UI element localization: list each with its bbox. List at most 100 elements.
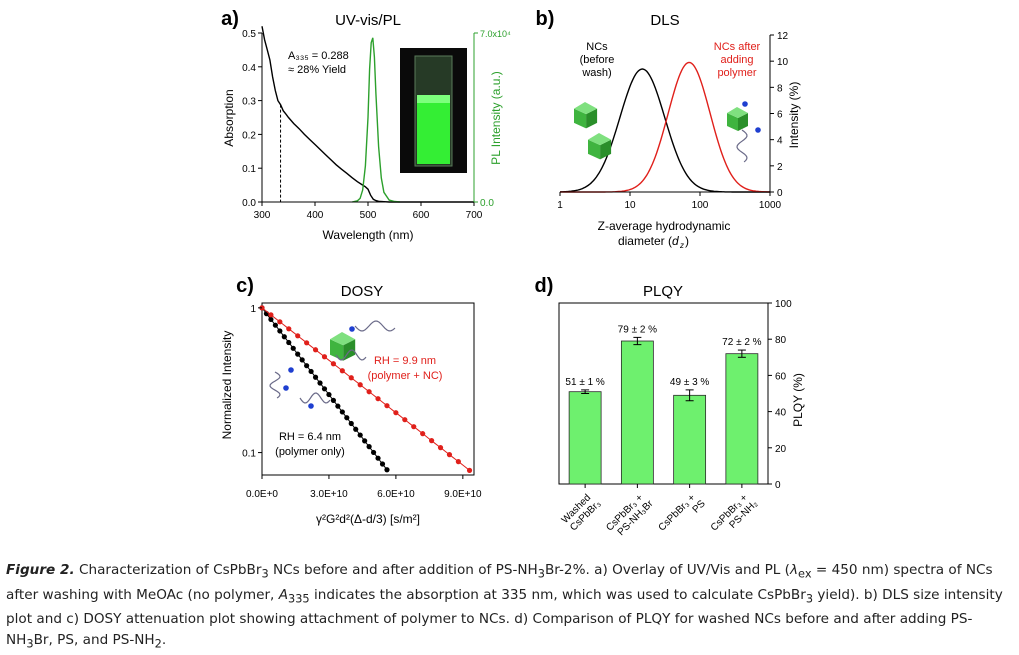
panel-c-label-black-1: RH = 6.4 nm [279,431,341,443]
panel-b-series-label-0: (before [580,54,615,66]
panel-c-label-red-1: RH = 9.9 nm [374,355,436,367]
panel-d-ytick-label: 40 [775,408,787,419]
panel-b-cube-b-face-2 [588,133,612,146]
panel-c-point-0 [379,461,386,467]
panel-c-polymer-c [269,371,281,399]
panel-b-series-label-1: NCs after [714,41,761,53]
panel-c-point-1 [429,438,435,444]
panel-c-end-group [283,385,289,391]
panel-c-point-0 [339,409,345,415]
panel-c-end-group [349,326,355,332]
panel-c-point-1 [402,417,408,423]
panel-b-cube-a-face-1 [586,108,598,129]
panel-d-frame [558,302,769,485]
panel-a-ytick-label: 0.5 [242,29,256,40]
panel-b-cube-c-face-1 [738,113,748,131]
panel-a-xtick-label: 300 [254,210,271,221]
panel-c-cube-face-0 [330,339,344,361]
panel-c-ylabel: Normalized Intensity [220,331,234,440]
panel-c-point-0 [375,455,381,461]
panel-d-title: PLQY [643,283,683,300]
panel-c-point-1 [466,467,473,473]
panel-c-point-0 [330,397,337,403]
panel-c-label: c) [236,275,254,297]
panel-d-ylabel: PLQY (%) [791,373,805,427]
panel-c-point-0 [366,444,372,450]
panel-c-point-1 [304,340,310,346]
panel-b-series-label-1: adding [720,54,753,66]
panel-c-point-1 [339,368,345,374]
panel-b-series-label-0: NCs [586,41,608,53]
panel-c-label-black-2: (polymer only) [275,446,345,458]
caption-label: Figure 2. [6,562,75,578]
panel-b-cube-b-face-1 [600,139,612,160]
panel-d-ytick-label: 80 [775,335,787,346]
panel-c-point-0 [348,420,354,427]
panel-b-xtick-label: 1 [557,200,563,211]
panel-c-point-0 [304,363,310,369]
panel-b-series-label-1: polymer [717,67,756,79]
panel-c-point-1 [268,312,274,318]
panel-a-series-pl [351,37,400,203]
panel-b-xlabel-d: d [672,234,679,248]
panel-d-label: d) [535,275,554,297]
cuvette-meniscus [417,95,450,103]
panel-b-ytick-label: 2 [777,162,783,173]
panel-d-ytick-label: 20 [775,444,787,455]
panel-b-xtick-label: 1000 [759,200,782,211]
panel-c-ytick-label: 1 [250,304,256,315]
panel-c-end-group [288,367,294,373]
panel-c-xlabel: γ²G²d²(Δ-d/3) [s/m²] [316,512,420,526]
panel-b-ytick-label: 8 [777,83,783,94]
panel-a-label: a) [221,8,239,30]
panel-c-point-1 [393,410,399,416]
panel-c-point-1 [295,333,301,339]
panel-c-xtick-label: 6.0E+10 [377,489,415,500]
panel-c-point-0 [326,391,332,398]
panel-c-point-1 [437,445,444,451]
panel-b-polymer-chain [736,129,748,163]
panel-a-xtick-label: 700 [466,210,483,221]
panel-d-ytick-label: 0 [775,480,781,491]
panel-a-xtick-label: 400 [307,210,324,221]
panel-c-frame [261,302,475,476]
panel-c-point-0 [317,380,323,386]
panel-c-end-group [308,403,314,409]
panel-c-point-0 [321,386,328,392]
panel-a-annotation-yield: ≈ 28% Yield [288,64,346,76]
panel-a-annotation-a335: A₃₃₅ = 0.288 [288,50,349,62]
panel-b-ytick-label: 0 [777,188,783,199]
panel-b-title: DLS [650,12,679,29]
panel-b-series-label-0: wash) [581,67,611,79]
panel-b-xlabel-line1: Z-average hydrodynamic [598,219,731,233]
figure-caption: Figure 2. Characterization of CsPbBr3 NC… [6,560,1011,655]
panel-c-point-0 [384,467,390,473]
panel-a-xtick-label: 500 [360,210,377,221]
panel-b-xlabel-close: ) [685,234,689,248]
panel-d-value-label: 79 ± 2 % [618,324,658,335]
panel-c-point-0 [335,403,341,409]
panel-a-y2tick-label: 7.0x10⁴ [480,29,511,39]
panel-b-xtick-label: 100 [692,200,709,211]
panel-c-point-0 [272,322,278,328]
cuvette-green-emission [417,100,450,164]
panel-c-point-0 [268,316,274,323]
panel-a-y2label: PL Intensity (a.u.) [489,71,503,165]
panel-a-ylabel: Absorption [222,89,236,146]
panel-c-point-0 [362,438,368,444]
panel-a-ytick-label: 0.4 [242,63,256,74]
panel-b-ytick-label: 6 [777,110,783,121]
panel-b-ytick-label: 12 [777,31,789,42]
panel-b-xlabel-line2: diameter ( [618,234,672,248]
panel-c-cube-face-2 [330,332,356,346]
panel-b-cube-a-face-0 [574,108,587,129]
panel-a-xtick-label: 600 [413,210,430,221]
panel-c-point-1 [366,389,372,395]
panel-a-ytick-label: 0.2 [242,130,256,141]
panel-d-category-line1: CsPbBr₃ + [657,492,698,533]
panel-d-bar-1 [620,340,654,485]
panel-c-point-0 [370,449,377,456]
panel-c-point-0 [353,426,359,432]
panel-c-point-0 [312,374,319,380]
panel-c-title: DOSY [341,283,384,300]
